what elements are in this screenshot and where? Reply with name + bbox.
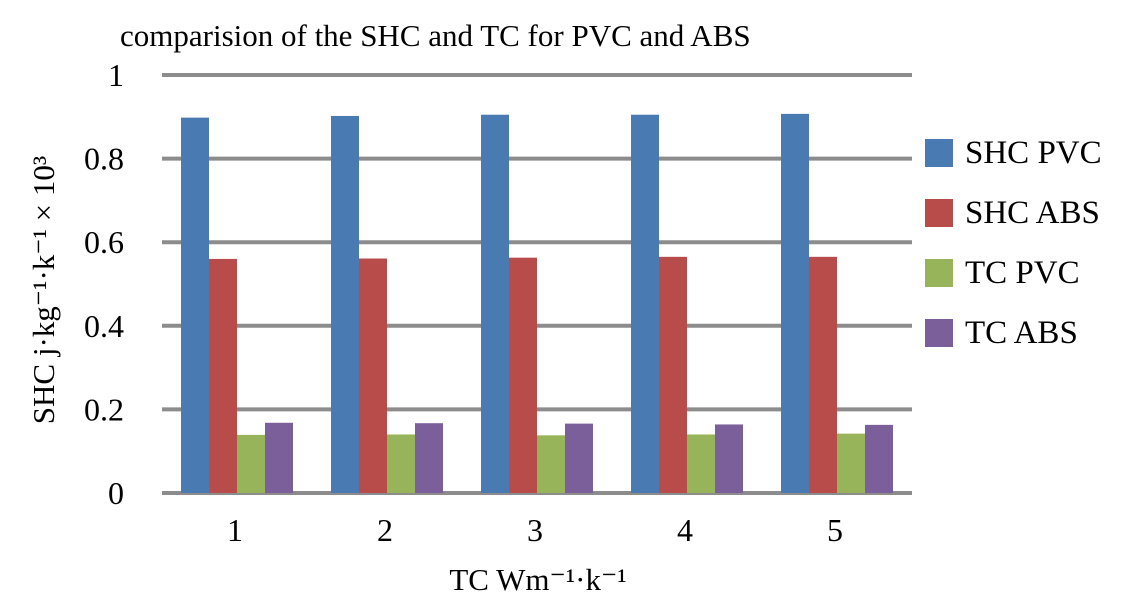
y-axis-label: SHC j·kg⁻¹·k⁻¹ × 10³ [26,155,61,425]
bar-tc-pvc [687,434,715,493]
y-tick-label: 0.2 [84,391,124,427]
bar-tc-pvc [237,434,265,493]
y-tick-label: 0 [108,475,124,511]
bar-tc-abs [715,424,743,493]
legend-swatch [925,199,953,227]
bar-shc-pvc [481,114,509,494]
bar-shc-abs [509,257,537,493]
bar-shc-pvc [781,113,809,494]
legend-label: TC PVC [965,254,1080,291]
bar-shc-abs [659,256,687,493]
bar-shc-abs [359,258,387,493]
legend-swatch [925,259,953,287]
y-tick-label: 0.6 [84,224,124,260]
legend-item-shc-abs: SHC ABS [925,168,1102,258]
legend: SHC PVC SHC ABS TC PVC TC ABS [925,108,1102,378]
y-tick-label: 1 [108,57,124,93]
legend-label: SHC PVC [965,134,1102,171]
legend-label: TC ABS [965,314,1078,351]
legend-item-tc-pvc: TC PVC [925,228,1102,318]
x-tick-label: 2 [377,512,393,548]
bar-tc-abs [415,423,443,493]
bar-shc-pvc [331,115,359,494]
bar-tc-abs [265,422,293,493]
bar-tc-pvc [537,435,565,493]
x-tick-label: 3 [527,512,543,548]
bar-shc-pvc [181,117,209,494]
bar-tc-abs [565,423,593,493]
legend-swatch [925,319,953,347]
y-tick-label: 0.4 [84,308,124,344]
legend-item-tc-abs: TC ABS [925,288,1102,378]
legend-label: SHC ABS [965,194,1100,231]
y-tick-label: 0.8 [84,141,124,177]
chart-title: comparision of the SHC and TC for PVC an… [120,18,751,53]
bar-shc-pvc [631,114,659,494]
x-axis-label: TC Wm⁻¹·k⁻¹ [449,562,627,597]
x-tick-label: 4 [677,512,693,548]
legend-swatch [925,139,953,167]
legend-item-shc-pvc: SHC PVC [925,108,1102,198]
bar-tc-pvc [837,433,865,493]
x-tick-label: 1 [227,512,243,548]
bar-shc-abs [809,256,837,493]
bar-shc-abs [209,258,237,493]
bar-tc-pvc [387,434,415,493]
bar-tc-abs [865,424,893,493]
x-tick-label: 5 [827,512,843,548]
